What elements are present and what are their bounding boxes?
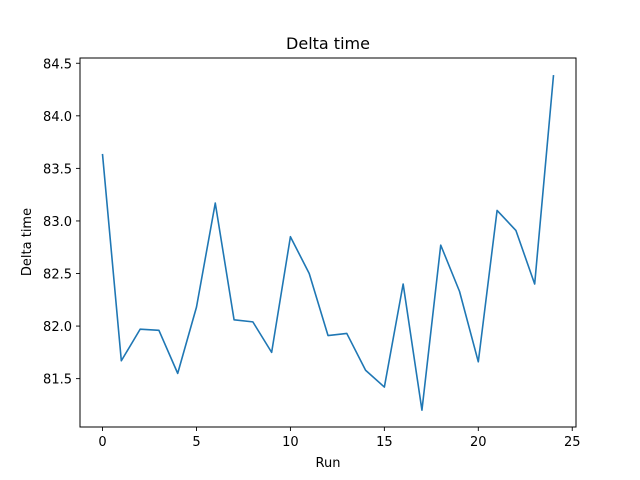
x-axis: 0 5 10 15 20 25 <box>98 427 581 450</box>
y-tick-label: 83.0 <box>43 215 72 230</box>
chart-title: Delta time <box>286 34 370 53</box>
y-tick-label: 81.5 <box>43 373 72 388</box>
y-tick-label: 82.5 <box>43 268 72 283</box>
x-tick-label: 10 <box>282 435 299 450</box>
x-axis-label: Run <box>316 456 341 471</box>
x-tick-label: 20 <box>470 435 487 450</box>
x-tick-label: 25 <box>564 435 581 450</box>
plot-area <box>101 75 555 411</box>
y-tick-label: 82.0 <box>43 320 72 335</box>
plot-frame <box>79 57 577 428</box>
x-tick-label: 15 <box>376 435 393 450</box>
x-tick-label: 5 <box>192 435 200 450</box>
y-tick-label: 83.5 <box>43 162 72 177</box>
series-line-0 <box>101 75 555 411</box>
x-tick-label: 0 <box>98 435 106 450</box>
y-axis: 81.5 82.0 82.5 83.0 83.5 84.0 84.5 <box>43 57 80 388</box>
y-tick-label: 84.5 <box>43 57 72 72</box>
y-axis-label: Delta time <box>20 208 35 276</box>
y-tick-label: 84.0 <box>43 110 72 125</box>
